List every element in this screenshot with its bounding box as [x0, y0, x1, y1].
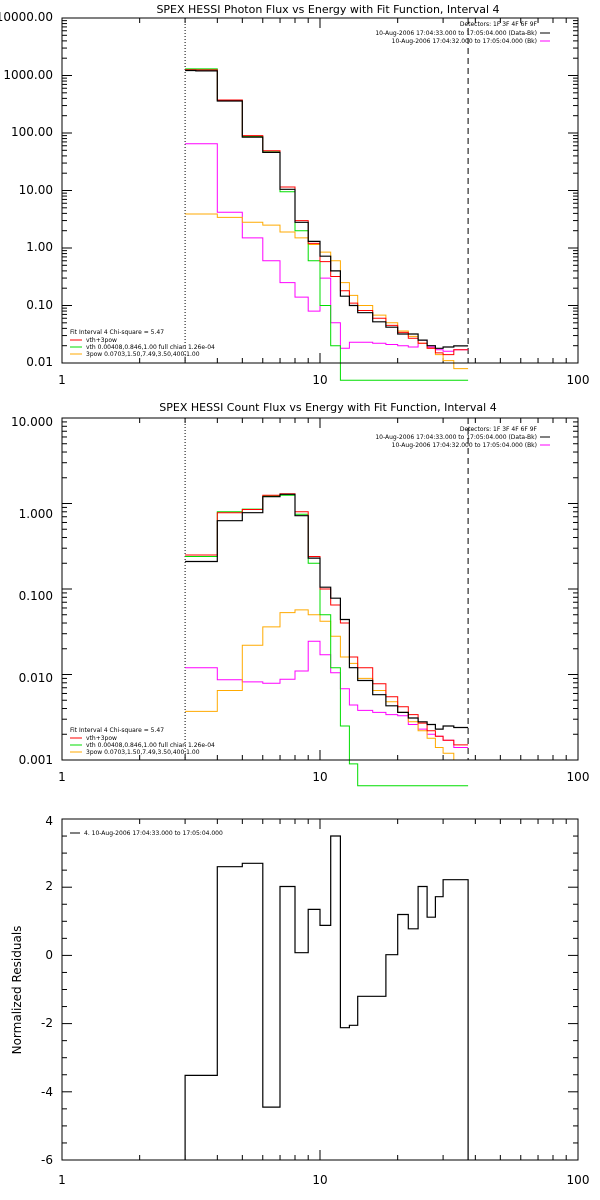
x-tick-label: 1 [58, 1173, 66, 1187]
series-vth-line [185, 494, 469, 787]
series-vth-3pow-line [185, 493, 469, 746]
x-tick-label: 1 [58, 770, 66, 784]
photon-flux-chart: SPEX HESSI Photon Flux vs Energy with Fi… [0, 3, 589, 387]
x-tick-labels: 1 10 100 [58, 1173, 589, 1187]
legend-entry: vth 0.00408,0.846,1.00 full chian 1.26e-… [86, 344, 215, 351]
energy-range-markers [184, 418, 469, 760]
series-group [185, 68, 469, 381]
legend-entry: vth+3pow [86, 735, 117, 742]
legend-title: Fit Interval 4 Chi-square = 5.47 [70, 329, 164, 336]
header-line-bk: 10-Aug-2006 17:04:32.000 to 17:05:04.000… [392, 442, 537, 449]
detector-header: Detectors: 1F 3F 4F 6F 9F 10-Aug-2006 17… [375, 426, 550, 449]
y-tick-labels: 0.001 0.010 0.100 1.000 10.000 [11, 415, 53, 767]
y-tick-label: 1000.00 [3, 68, 53, 82]
legend-entry: vth 0.00408,0.846,1.00 full chian 1.26e-… [86, 742, 215, 749]
y-tick-label: 0.10 [26, 298, 53, 312]
x-tick-label: 100 [567, 1173, 590, 1187]
y-tick-label: 0.001 [19, 753, 53, 767]
series-background-line [185, 640, 469, 748]
y-tick-label: -4 [41, 1085, 53, 1099]
y-tick-label: 0.100 [19, 589, 53, 603]
legend-entry: 3pow 0.0703,1.50,7.49,3.50,400,1.00 [86, 749, 200, 756]
residual-legend: 4. 10-Aug-2006 17:04:33.000 to 17:05:04.… [70, 830, 223, 837]
series-group [184, 835, 469, 1160]
legend-entry: 4. 10-Aug-2006 17:04:33.000 to 17:05:04.… [84, 830, 223, 837]
count-flux-chart: SPEX HESSI Count Flux vs Energy with Fit… [11, 401, 589, 787]
y-tick-label: 10000.00 [0, 10, 53, 24]
series-background-line [185, 143, 469, 352]
y-tick-label: 1.00 [26, 240, 53, 254]
legend-entry: vth+3pow [86, 337, 117, 344]
header-line-bk: 10-Aug-2006 17:04:32.000 to 17:05:04.000… [392, 38, 537, 45]
chart-title: SPEX HESSI Count Flux vs Energy with Fit… [159, 401, 496, 414]
chart-title: SPEX HESSI Photon Flux vs Energy with Fi… [156, 3, 499, 16]
residuals-chart: -6 -4 -2 0 2 4 1 10 100 Normalized Resid… [10, 814, 589, 1187]
y-tick-label: 0.01 [26, 355, 53, 369]
series-residuals-line [184, 835, 469, 1160]
axis-ticks [61, 418, 579, 761]
y-tick-label: 0 [45, 948, 53, 962]
y-tick-label: 1.000 [19, 507, 53, 521]
fit-legend: Fit Interval 4 Chi-square = 5.47 vth+3po… [70, 329, 215, 358]
axis-ticks [61, 818, 579, 1161]
series-data-line [185, 69, 469, 349]
y-tick-label: 2 [45, 879, 53, 893]
fit-legend: Fit Interval 4 Chi-square = 5.47 vth+3po… [70, 727, 215, 756]
series-3pow-line [185, 213, 469, 370]
legend-title: Fit Interval 4 Chi-square = 5.47 [70, 727, 164, 734]
y-tick-labels: -6 -4 -2 0 2 4 [41, 814, 53, 1167]
plot-frame [61, 17, 579, 364]
y-tick-label: 10.000 [11, 415, 53, 429]
x-tick-labels: 1 10 100 [58, 373, 589, 387]
series-group [185, 493, 469, 787]
x-tick-labels: 1 10 100 [58, 770, 589, 784]
series-vth-line [185, 68, 469, 381]
header-line-data: 10-Aug-2006 17:04:33.000 to 17:05:04.000… [375, 434, 537, 441]
y-tick-label: 4 [45, 814, 53, 828]
y-tick-label: 10.00 [19, 183, 53, 197]
series-data-line [185, 493, 469, 730]
x-tick-label: 100 [567, 770, 590, 784]
detectors-label: Detectors: 1F 3F 4F 6F 9F [460, 21, 538, 28]
x-tick-label: 10 [312, 770, 327, 784]
x-tick-label: 10 [312, 373, 327, 387]
energy-range-markers [184, 18, 469, 363]
y-axis-label: Normalized Residuals [10, 926, 24, 1055]
y-tick-labels: 0.01 0.10 1.00 10.00 100.00 1000.00 1000… [0, 10, 53, 369]
x-tick-label: 100 [567, 373, 590, 387]
plot-frame [61, 818, 579, 1161]
legend-entry: 3pow 0.0703,1.50,7.49,3.50,400,1.00 [86, 351, 200, 358]
y-tick-label: 0.010 [19, 671, 53, 685]
y-tick-label: -6 [41, 1153, 53, 1167]
x-tick-label: 10 [312, 1173, 327, 1187]
y-tick-label: 100.00 [11, 125, 53, 139]
series-3pow-line [185, 609, 469, 761]
x-tick-label: 1 [58, 373, 66, 387]
header-line-data: 10-Aug-2006 17:04:33.000 to 17:05:04.000… [375, 30, 537, 37]
detector-header: Detectors: 1F 3F 4F 6F 9F 10-Aug-2006 17… [375, 21, 550, 45]
detectors-label: Detectors: 1F 3F 4F 6F 9F [460, 426, 538, 433]
plot-frame [61, 417, 579, 761]
y-tick-label: -2 [41, 1016, 53, 1030]
